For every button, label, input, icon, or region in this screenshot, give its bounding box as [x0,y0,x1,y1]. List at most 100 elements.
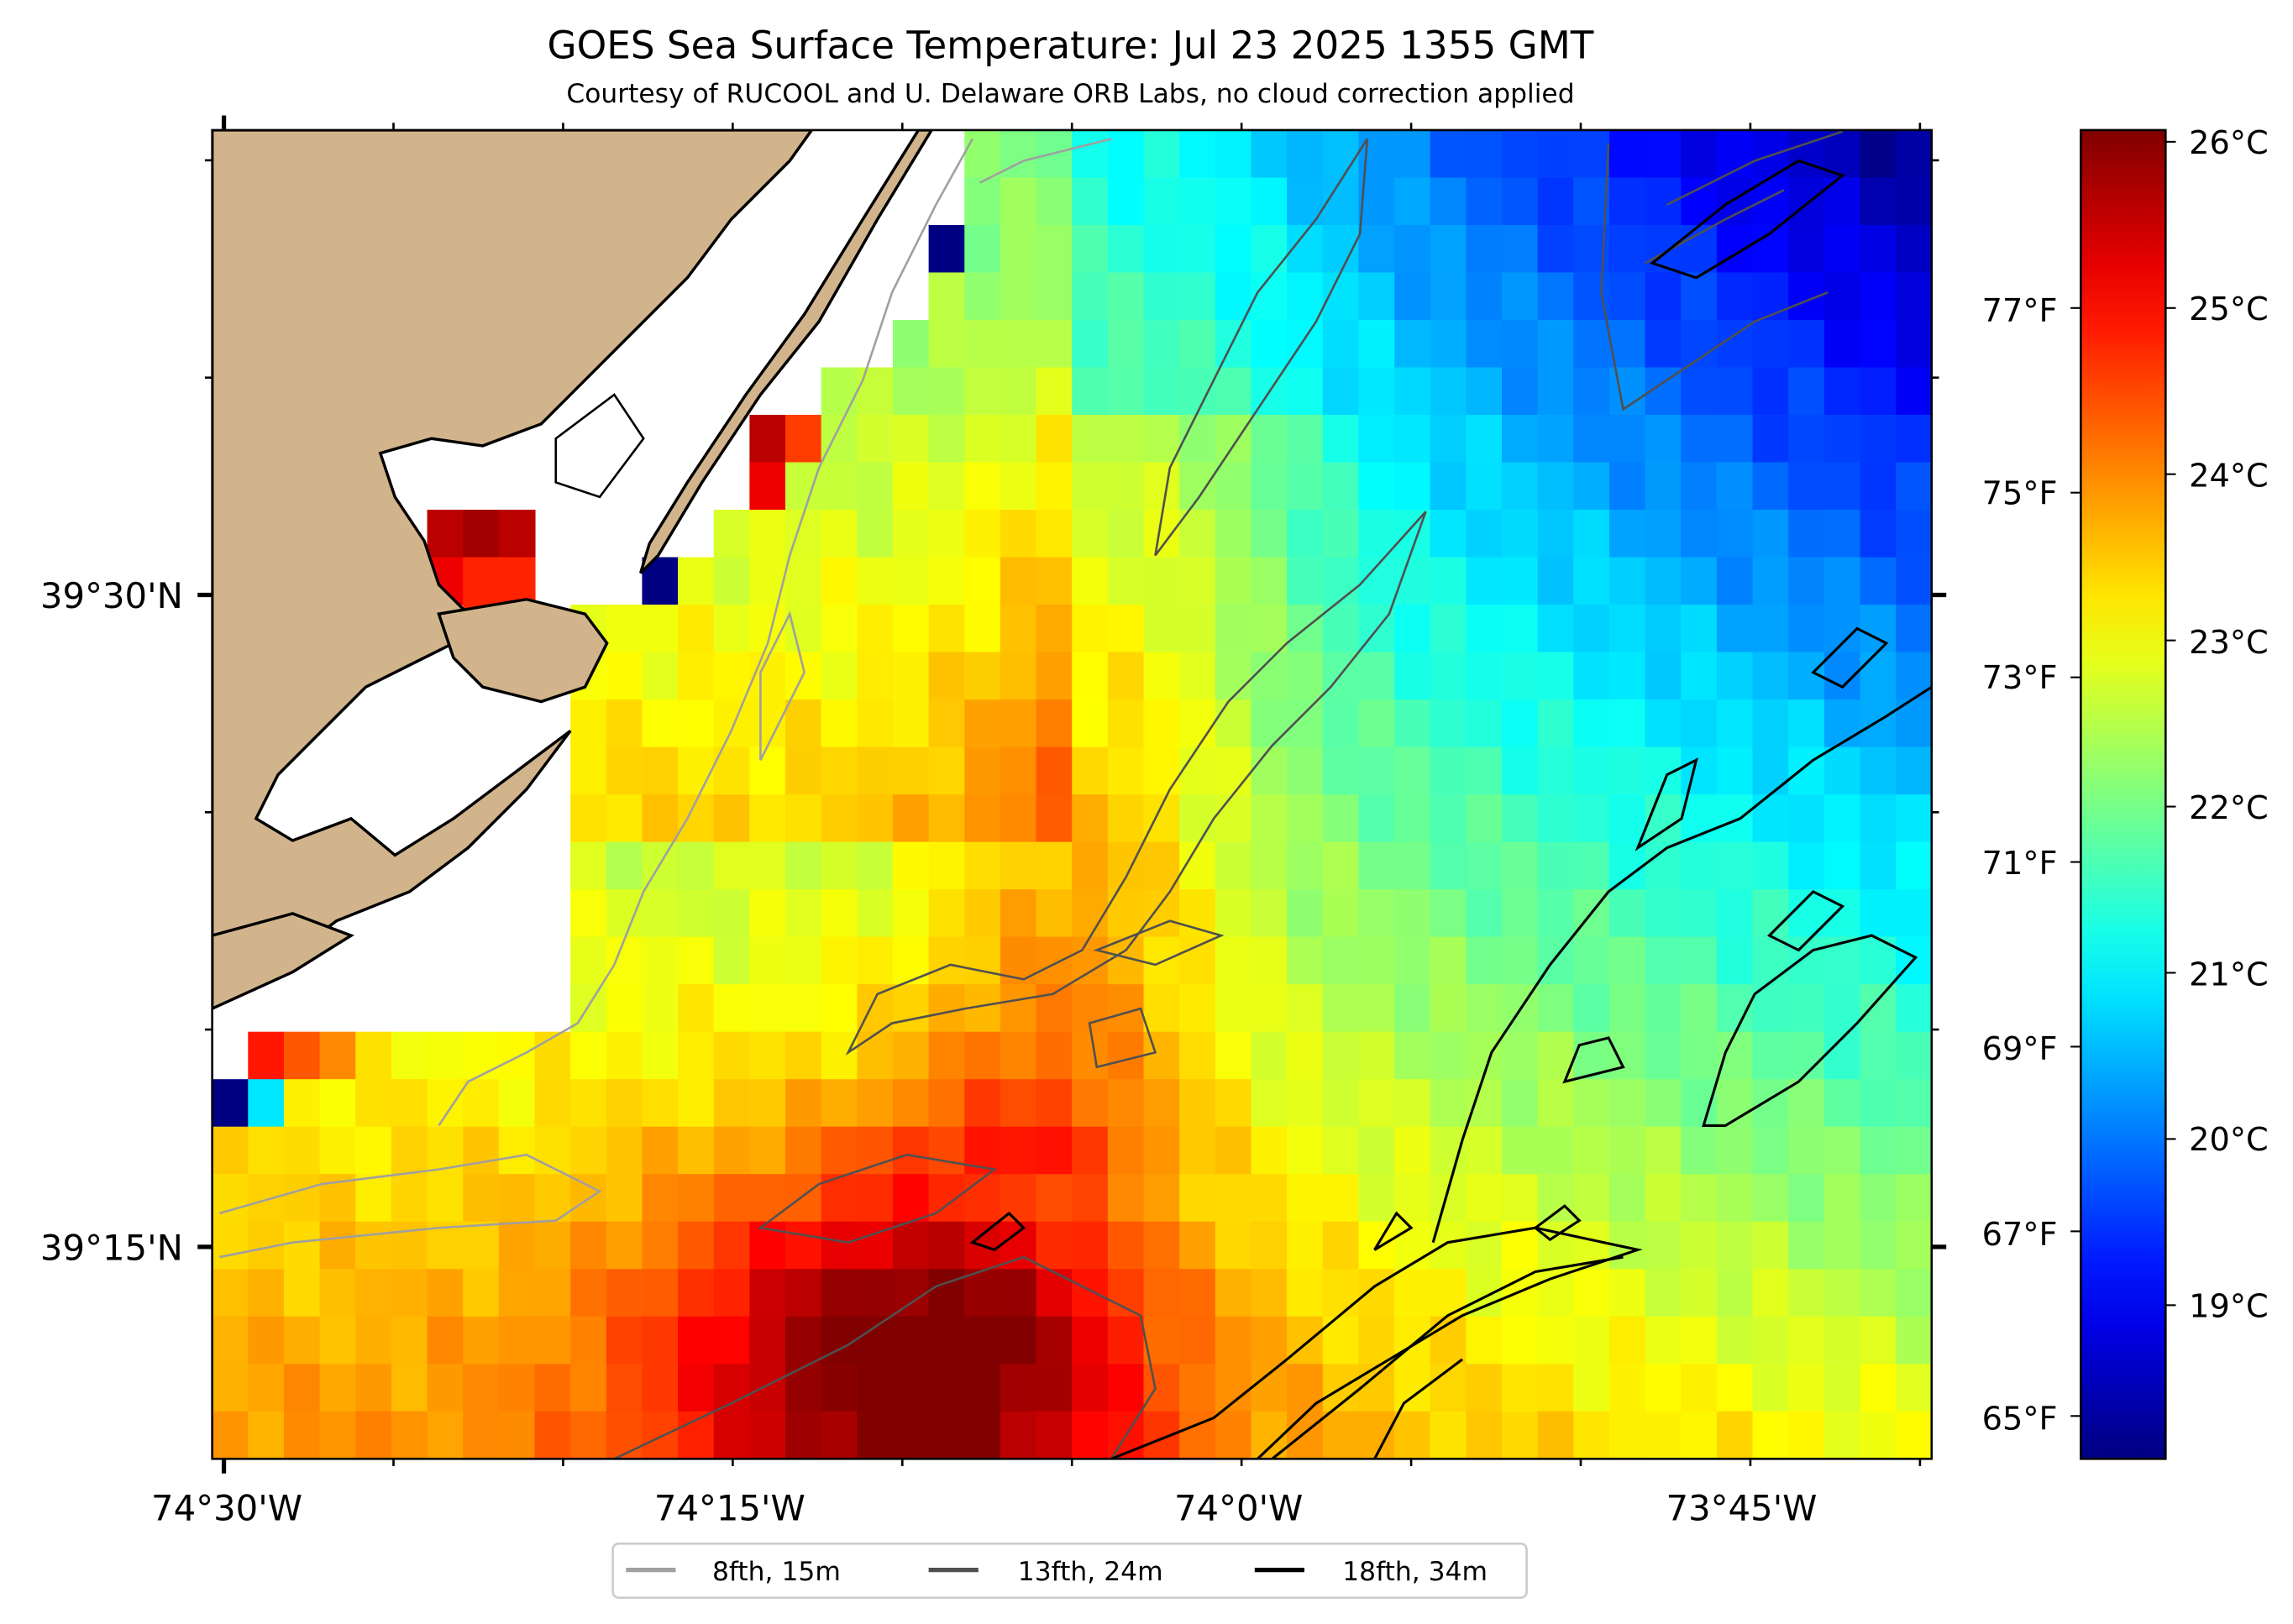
sst-cell [821,652,858,701]
sst-cell [713,557,751,606]
sst-cell [1608,605,1646,653]
sst-cell [1036,510,1073,558]
sst-cell [498,1269,536,1318]
sst-cell [1143,367,1181,416]
sst-cell [1143,652,1181,701]
sst-cell [1608,129,1646,179]
sst-cell [1322,224,1360,274]
sst-cell [1215,652,1252,701]
sst-cell [1823,272,1861,322]
sst-cell [785,794,822,843]
sst-cell [1823,1221,1861,1270]
sst-cell [857,652,895,701]
sst-cell [1860,177,1897,226]
sst-cell [785,1316,822,1365]
sst-cell [1287,794,1324,843]
sst-cell [1681,889,1718,938]
sst-cell [642,1411,680,1459]
sst-cell [1823,415,1861,464]
sst-cell [1072,794,1109,843]
sst-cell [1466,272,1503,322]
sst-cell [928,1174,966,1223]
sst-cell [1036,415,1073,464]
sst-cell [1896,936,1932,986]
map-area[interactable] [212,129,1933,1459]
sst-cell [678,936,715,986]
sst-cell [928,224,966,274]
sst-cell [1896,652,1932,701]
sst-cell [1537,177,1575,226]
sst-cell [1394,224,1431,274]
sst-cell [1681,224,1718,274]
sst-cell [642,1221,680,1270]
sst-cell [1608,510,1646,558]
sst-cell [1681,1411,1718,1459]
sst-cell [1645,605,1682,653]
sst-cell [1287,510,1324,558]
sst-cell [857,510,895,558]
sst-cell [678,984,715,1033]
sst-cell [1430,984,1467,1033]
sst-cell [1143,462,1181,511]
sst-cell [928,1031,966,1081]
sst-cell [1823,510,1861,558]
sst-cell [1215,1174,1252,1223]
sst-cell [928,652,966,701]
sst-cell [1860,747,1897,796]
sst-cell [749,462,787,511]
sst-cell [1287,1174,1324,1223]
sst-cell [964,936,1001,986]
sst-cell [1896,984,1932,1033]
sst-cell [821,1316,858,1365]
sst-cell [1394,462,1431,511]
sst-cell [534,1269,572,1318]
sst-cell [1466,841,1503,891]
sst-cell [1537,367,1575,416]
sst-cell [1716,1126,1754,1176]
sst-cell [892,1031,930,1081]
sst-cell [1537,319,1575,369]
sst-cell [212,1221,249,1270]
sst-cell [1502,1126,1539,1176]
sst-cell [1036,272,1073,322]
sst-cell [928,794,966,843]
sst-cell [964,177,1001,226]
sst-cell [1823,1364,1861,1412]
sst-cell [1358,1031,1396,1081]
sst-cell [1823,1316,1861,1365]
sst-cell [785,889,822,938]
sst-cell [1788,224,1825,274]
sst-cell [1752,936,1790,986]
sst-cell [1573,1269,1610,1318]
sst-cell [1788,510,1825,558]
sst-cell [1322,177,1360,226]
sst-cell [1466,1269,1503,1318]
sst-cell [1179,462,1216,511]
sst-cell [427,510,464,558]
sst-cell [928,415,966,464]
sst-cell [1322,984,1360,1033]
sst-cell [1645,129,1682,179]
sst-cell [1645,1126,1682,1176]
sst-cell [892,1126,930,1176]
sst-cell [1143,984,1181,1033]
sst-cell [1752,1316,1790,1365]
sst-cell [928,747,966,796]
sst-cell [1645,272,1682,322]
sst-cell [606,1221,643,1270]
sst-cell [1358,1174,1396,1223]
sst-cell [1537,1411,1575,1459]
sst-cell [1573,1411,1610,1459]
sst-cell [857,889,895,938]
sst-cell [1287,177,1324,226]
sst-cell [857,936,895,986]
sst-cell [1215,699,1252,748]
sst-cell [892,889,930,938]
sst-cell [1179,1031,1216,1081]
sst-cell [1036,889,1073,938]
sst-cell [1358,1126,1396,1176]
sst-cell [1430,415,1467,464]
sst-cell [857,462,895,511]
sst-cell [1000,367,1037,416]
sst-cell [1287,462,1324,511]
